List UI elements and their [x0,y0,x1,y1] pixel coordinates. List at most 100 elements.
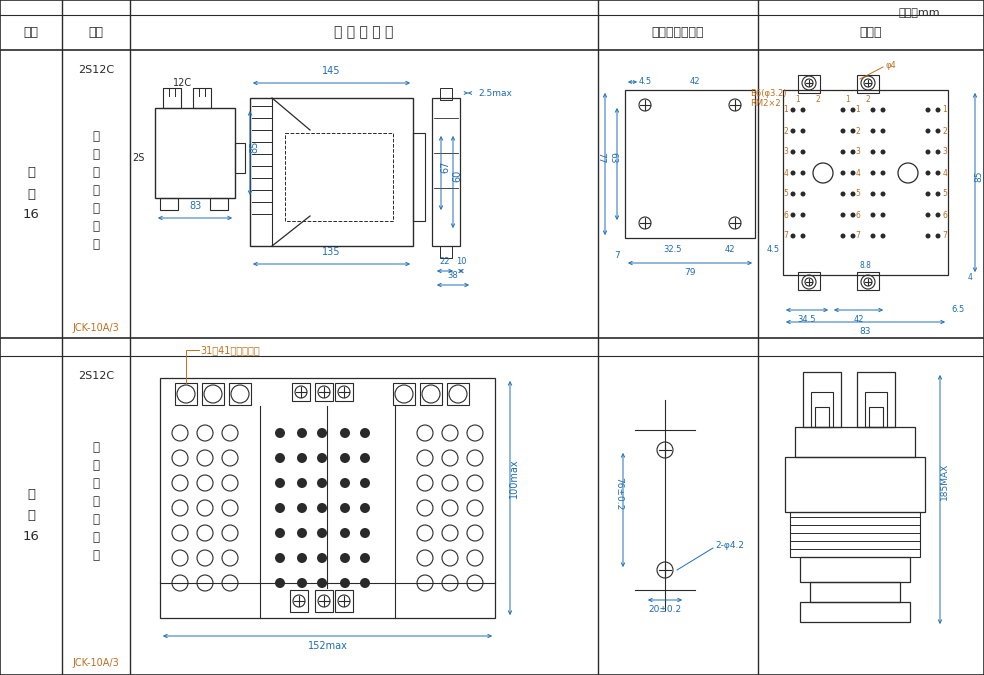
Bar [800,557,910,582]
Circle shape [340,453,350,463]
Text: 6: 6 [783,211,788,219]
Text: 10: 10 [456,257,466,266]
Circle shape [881,234,886,238]
Text: 附
图
16: 附 图 16 [23,167,39,221]
Text: 152max: 152max [308,641,347,651]
Text: B6(φ3.2): B6(φ3.2) [750,88,786,97]
Circle shape [317,428,327,438]
Circle shape [840,234,845,238]
Text: φ4: φ4 [885,61,895,70]
Bar [250,98,413,246]
Circle shape [340,578,350,588]
Text: 2S12C: 2S12C [78,371,114,381]
Circle shape [871,107,876,113]
Text: 4: 4 [968,273,973,283]
Text: 4.5: 4.5 [639,78,651,86]
Circle shape [340,478,350,488]
Text: 38: 38 [448,271,459,280]
Bar [795,427,915,457]
Circle shape [297,428,307,438]
Circle shape [317,453,327,463]
Circle shape [801,128,806,134]
Text: 34.5: 34.5 [798,315,817,324]
Circle shape [790,107,795,113]
Text: 1: 1 [796,95,800,103]
Text: 2: 2 [783,126,788,136]
Circle shape [317,553,327,563]
Bar [229,383,251,405]
Bar [393,383,415,405]
Bar [625,90,755,238]
Bar [292,383,310,401]
Text: 60: 60 [452,169,462,182]
Text: 4: 4 [943,169,948,178]
Circle shape [360,528,370,538]
Text: 2S12C: 2S12C [78,65,114,75]
Text: 12C: 12C [173,78,193,88]
Text: 67: 67 [440,161,450,173]
Circle shape [850,234,855,238]
Circle shape [871,234,876,238]
Text: 6: 6 [943,211,948,219]
Text: 1: 1 [856,105,860,115]
Circle shape [275,578,285,588]
Circle shape [936,213,941,217]
Circle shape [297,503,307,513]
Circle shape [340,553,350,563]
Circle shape [801,192,806,196]
Circle shape [317,503,327,513]
Text: 5: 5 [783,190,788,198]
Bar [413,133,425,221]
Circle shape [840,213,845,217]
Bar [785,457,925,512]
Circle shape [840,171,845,176]
Bar [160,198,178,210]
Text: 图号: 图号 [24,26,38,39]
Text: 8.8: 8.8 [859,261,871,269]
Bar [160,378,495,618]
Text: 5: 5 [943,190,948,198]
Text: 外 形 尺 寸 图: 外 形 尺 寸 图 [335,26,394,40]
Text: 83: 83 [189,201,201,211]
Text: 2: 2 [866,95,871,103]
Text: 83: 83 [860,327,871,336]
Circle shape [360,553,370,563]
Bar [798,75,820,93]
Circle shape [871,128,876,134]
Circle shape [850,149,855,155]
Text: 4: 4 [783,169,788,178]
Bar [800,602,910,622]
Circle shape [936,192,941,196]
Circle shape [360,503,370,513]
Circle shape [936,171,941,176]
Text: 3: 3 [855,148,860,157]
Circle shape [275,553,285,563]
Text: 5: 5 [855,190,860,198]
Bar [315,383,333,401]
Circle shape [317,478,327,488]
Circle shape [926,213,931,217]
Text: 1: 1 [783,105,788,115]
Text: 1: 1 [845,95,850,103]
Circle shape [850,171,855,176]
Circle shape [340,503,350,513]
Text: 4: 4 [855,169,860,178]
Text: 结构: 结构 [89,26,103,39]
Text: 31、41为电流端子: 31、41为电流端子 [200,345,260,355]
Text: 6: 6 [855,211,860,219]
Circle shape [936,128,941,134]
Text: 3: 3 [783,148,788,157]
Circle shape [801,149,806,155]
Text: 135: 135 [322,247,340,257]
Circle shape [801,171,806,176]
Bar [335,383,353,401]
Text: 7: 7 [943,232,948,240]
Bar [290,590,308,612]
Text: 2: 2 [816,95,821,103]
Circle shape [317,528,327,538]
Bar [285,133,393,221]
Circle shape [926,149,931,155]
Text: 端子图: 端子图 [860,26,883,39]
Text: 6.5: 6.5 [952,306,964,315]
Text: 42: 42 [725,246,735,254]
